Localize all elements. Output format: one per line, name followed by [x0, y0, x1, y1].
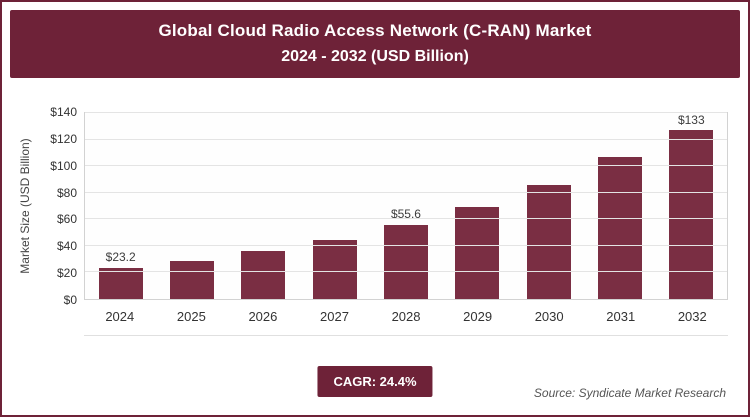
- x-tick-label: 2030: [534, 309, 564, 324]
- y-tick-label: $40: [56, 239, 77, 254]
- x-tick-label: 2026: [248, 309, 278, 324]
- gridline: [85, 112, 727, 113]
- chart-title-line2: 2024 - 2032 (USD Billion): [281, 48, 469, 65]
- plot-column: $23.2 $55.6 $133 2024 2025 2026 2027 2028 2029 2…: [84, 112, 728, 336]
- x-tick-label: 2028: [391, 309, 421, 324]
- x-tick-label: 2032: [677, 309, 707, 324]
- bar-cell: [228, 113, 299, 299]
- bar: [669, 130, 714, 299]
- bar-cell: [584, 113, 655, 299]
- gridline: [85, 165, 727, 167]
- bar: [383, 225, 429, 299]
- gridline: [85, 191, 727, 193]
- bar-value-label: $55.6: [390, 207, 421, 222]
- gridline: [85, 244, 727, 246]
- bar: [98, 268, 143, 299]
- plot-area: $23.2 $55.6 $133: [84, 112, 728, 300]
- chart-footer: CAGR: 24.4% Source: Syndicate Market Res…: [22, 366, 728, 402]
- x-tick-label: 2024: [105, 309, 135, 324]
- bar-cell: [156, 113, 227, 299]
- bar-value-label: $133: [677, 113, 705, 127]
- bar-value-label: $23.2: [105, 250, 136, 265]
- bar: [312, 239, 357, 299]
- y-tick-label: $0: [63, 293, 77, 307]
- x-tick-label: 2027: [320, 309, 349, 324]
- y-tick-label: $140: [50, 105, 77, 119]
- y-tick-label: $20: [56, 266, 77, 281]
- bar: [455, 207, 500, 299]
- y-axis-title: Market Size (USD Billion): [14, 112, 36, 300]
- bar: [169, 260, 215, 299]
- y-tick-label: $60: [56, 212, 77, 227]
- x-tick-label: 2025: [176, 309, 206, 324]
- bar-cell: [299, 113, 370, 299]
- bar: [241, 251, 286, 299]
- x-tick-label: 2031: [606, 309, 636, 324]
- y-axis-ticks: $0 $20 $40 $60 $80 $100 $120 $140: [36, 105, 84, 307]
- gridline: [85, 138, 727, 140]
- gridline: [85, 271, 727, 273]
- y-tick-label: $120: [50, 131, 77, 146]
- y-tick-label: $100: [50, 158, 77, 173]
- bar: [597, 156, 643, 299]
- chart-title-line1: Global Cloud Radio Access Network (C-RAN…: [158, 21, 592, 40]
- chart-area: Market Size (USD Billion) $0 $20 $40 $60 $80…: [14, 105, 728, 336]
- x-axis-labels: 2024 2025 2026 2027 2028 2029 2030 2031 2032: [84, 300, 728, 336]
- bar-cell: $55.6: [370, 113, 441, 299]
- chart-title-band: Global Cloud Radio Access Network (C-RAN…: [10, 10, 740, 78]
- cagr-badge: CAGR: 24.4%: [317, 366, 433, 397]
- y-tick-label: $80: [56, 185, 77, 200]
- bar-cell: [442, 113, 513, 299]
- bar-cell: $23.2: [85, 113, 156, 299]
- source-credit: Source: Syndicate Market Research: [533, 386, 726, 400]
- bar: [526, 184, 571, 299]
- bar-cell: $133: [656, 113, 727, 299]
- bars: $23.2 $55.6 $133: [85, 113, 727, 299]
- bar-cell: [513, 113, 584, 299]
- gridline: [85, 218, 727, 220]
- x-tick-label: 2029: [463, 309, 493, 324]
- y-axis-title-text: Market Size (USD Billion): [18, 138, 32, 274]
